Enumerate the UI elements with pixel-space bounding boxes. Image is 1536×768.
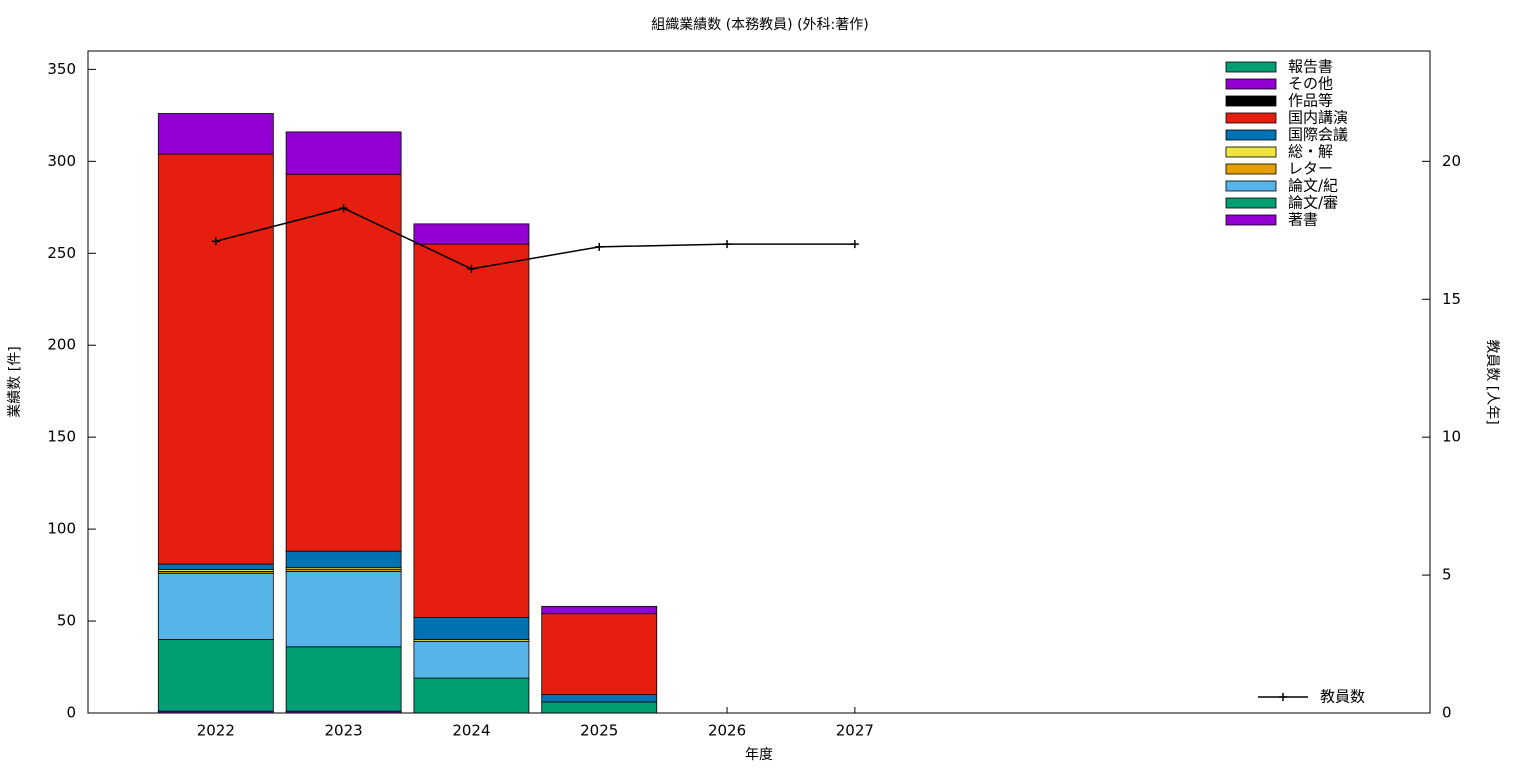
point [723,240,732,249]
bar-segment [413,616,530,640]
y-tick-label: 150 [47,428,76,446]
y-tick-label: 0 [66,704,76,722]
legend-swatch [1225,214,1277,226]
y2-tick-label: 10 [1442,428,1461,446]
legend-label: レター [1288,160,1333,178]
bar-segment [285,173,402,552]
legend-label: 教員数 [1320,688,1365,706]
legend-label: 著書 [1288,211,1318,229]
y-tick-label: 200 [47,336,76,354]
bar-segment [157,639,274,712]
legend-swatch [1225,95,1277,107]
legend-swatch [1225,197,1277,209]
x-tick-label: 2023 [325,722,363,740]
y-tick-label: 350 [47,60,76,78]
y2-tick-label: 5 [1442,566,1452,584]
bar-segment [541,701,658,714]
legend-label: その他 [1288,75,1333,93]
y-tick-label: 250 [47,244,76,262]
point [339,204,348,213]
legend-label: 論文/審 [1288,194,1338,212]
legend-label: 国内講演 [1288,109,1348,127]
y-tick-label: 300 [47,152,76,170]
legend-swatch [1225,112,1277,124]
legend-label: 作品等 [1288,92,1333,110]
y-tick-label: 50 [57,612,76,630]
legend-swatch [1225,163,1277,175]
chart-title: 組織業績数 (本務教員) (外科:著作) [651,17,868,33]
legend-label: 国際会議 [1288,126,1348,144]
bar-segment [541,613,658,696]
y2-tick-label: 15 [1442,290,1461,308]
bar-segment [285,550,402,569]
bar-segment [157,153,274,565]
x-axis-label: 年度 [745,747,773,763]
bar-segment [413,677,530,714]
y2-axis-label: 教員数 [人年] [1484,339,1500,424]
legend-label: 論文/紀 [1288,177,1338,195]
legend-label: 報告書 [1288,58,1333,76]
line [215,207,855,270]
y-axis-label: 業績数 [件] [7,346,23,417]
bar-segment [285,571,402,648]
y-tick-label: 100 [47,520,76,538]
point [850,240,859,249]
bar-segment [413,223,530,245]
bar-segment [413,243,530,618]
y2-tick-label: 20 [1442,152,1461,170]
plot-frame [87,50,1431,714]
point [211,237,220,246]
legend-point [1279,693,1287,701]
bar-segment [285,646,402,712]
legend-swatch [1225,146,1277,158]
bar-segment [541,694,658,703]
bar-segment [541,605,658,615]
legend-label: 総・解 [1288,143,1333,161]
point [595,242,604,251]
y2-tick-label: 0 [1442,704,1452,722]
legend-swatch [1225,61,1277,73]
x-tick-label: 2022 [197,722,235,740]
legend-swatch [1225,129,1277,141]
legend-swatch [1225,180,1277,192]
bar-segment [157,572,274,640]
point [467,264,476,273]
bar-segment [157,563,274,570]
legend-swatch [1225,78,1277,90]
bar-segment [157,113,274,155]
x-tick-label: 2026 [708,722,746,740]
x-tick-label: 2025 [580,722,618,740]
bar-segment [413,640,530,679]
bar-segment [285,131,402,175]
x-tick-label: 2027 [836,722,874,740]
x-tick-label: 2024 [452,722,490,740]
